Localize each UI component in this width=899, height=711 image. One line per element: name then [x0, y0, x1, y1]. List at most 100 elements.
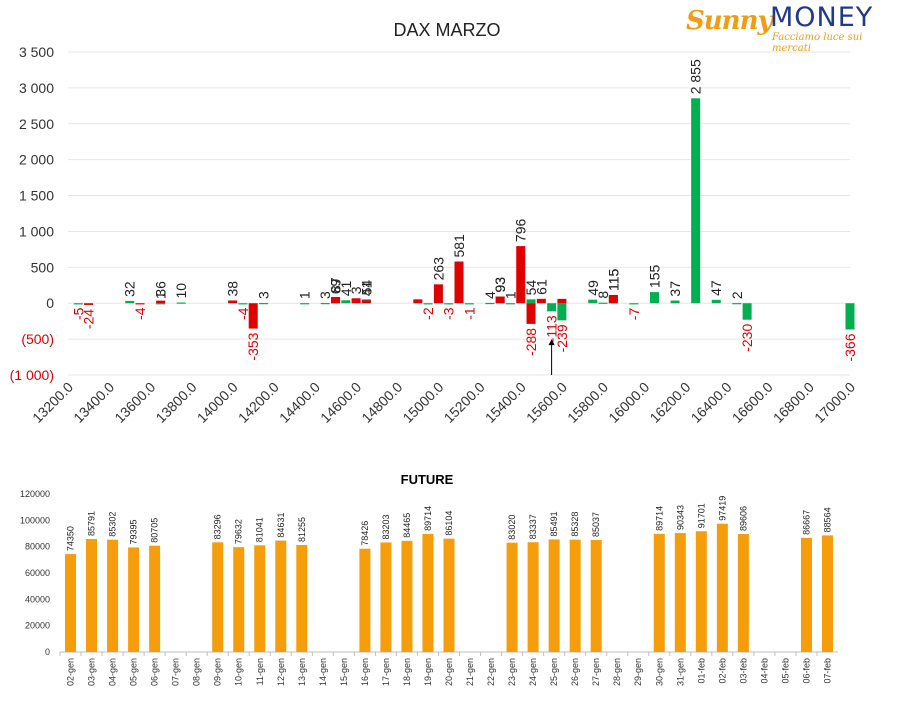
- x-tick-label: 15-gen: [339, 658, 349, 686]
- x-tick-label: 15600.0: [523, 379, 570, 426]
- x-tick-label: 20-gen: [444, 658, 454, 686]
- y-tick-label: 0: [45, 647, 50, 657]
- data-label: 93: [492, 277, 508, 293]
- data-label: 1: [502, 291, 518, 299]
- x-tick-label: 14-gen: [318, 658, 328, 686]
- x-tick-label: 13600.0: [111, 379, 158, 426]
- data-label: 93: [492, 277, 508, 293]
- y-tick-label: 1 500: [19, 188, 54, 204]
- data-label: 796: [513, 219, 529, 243]
- data-label: 36: [153, 281, 169, 297]
- future-bar: [800, 537, 812, 652]
- data-label: -7: [626, 308, 642, 321]
- bar-red: [495, 296, 505, 304]
- bar-green: [650, 292, 659, 304]
- y-tick-label: 2 000: [19, 152, 54, 168]
- data-label: 4: [482, 291, 498, 299]
- data-label: 83296: [213, 514, 223, 539]
- y-tick-label: 60000: [25, 568, 50, 578]
- x-tick-label: 16600.0: [729, 379, 776, 426]
- data-label: 89714: [654, 506, 664, 531]
- x-tick-label: 14000.0: [194, 379, 241, 426]
- bar-green: [547, 303, 557, 312]
- data-label: 3: [348, 286, 364, 294]
- bar-green: [845, 303, 855, 330]
- x-tick-label: 30-gen: [654, 658, 664, 686]
- x-tick-label: 16200.0: [646, 379, 693, 426]
- bar-green: [320, 303, 330, 305]
- future-chart: FUTURE 0 20000 40000 60000 80000 100000 120000 0…: [20, 472, 838, 686]
- bar-green: [156, 303, 166, 305]
- bar-green: [259, 303, 268, 305]
- future-bar: [695, 531, 707, 652]
- x-tick-label: 13400.0: [70, 379, 117, 426]
- bar-red: [536, 298, 546, 304]
- future-bar: [86, 539, 98, 652]
- x-tick-label: 15200.0: [441, 379, 488, 426]
- x-tick-label: 27-gen: [591, 658, 601, 686]
- x-tick-label: 03-gen: [87, 658, 97, 686]
- y-tick-label: 3 000: [19, 80, 54, 96]
- bar-green: [670, 300, 680, 304]
- future-bar: [548, 539, 560, 652]
- data-label: -230: [739, 324, 755, 352]
- future-bar: [674, 533, 686, 652]
- future-bar: [737, 534, 749, 652]
- bar-green: [732, 303, 742, 305]
- future-bar: [590, 540, 602, 652]
- x-tick-label: 14200.0: [235, 379, 282, 426]
- brand-name-sunny: Sunny: [686, 6, 773, 36]
- y-tick-label: 120000: [20, 489, 50, 499]
- bar-green: [341, 300, 351, 304]
- x-tick-label: 24-gen: [528, 658, 538, 686]
- data-label: 85328: [570, 512, 580, 537]
- bar-green: [176, 302, 186, 304]
- y-tick-label: 100000: [20, 515, 50, 525]
- data-label: 263: [430, 257, 446, 281]
- x-tick-label: 01-feb: [696, 658, 706, 684]
- future-bar: [296, 545, 308, 652]
- bar-green: [598, 302, 608, 304]
- data-label: -113: [544, 315, 560, 342]
- data-label: 10: [173, 283, 189, 299]
- y-tick-label: 20000: [25, 621, 50, 631]
- bar-green: [125, 300, 135, 304]
- x-tick-label: 14600.0: [317, 379, 364, 426]
- y-tick-label: 1 000: [19, 223, 54, 239]
- data-label: 85037: [591, 512, 601, 537]
- bar-green: [742, 303, 752, 320]
- x-tick-label: 07-gen: [171, 658, 181, 686]
- data-label: 2: [729, 291, 745, 299]
- bar-red: [228, 300, 238, 304]
- data-label: 32: [122, 281, 138, 297]
- future-bar: [506, 542, 518, 652]
- bar-red: [526, 303, 536, 324]
- data-label: 81255: [297, 517, 307, 542]
- bar-green: [526, 299, 536, 304]
- data-label: 86667: [801, 510, 811, 535]
- x-tick-label: 02-feb: [717, 658, 727, 684]
- data-label: 37: [667, 281, 683, 297]
- data-label: -366: [842, 333, 858, 361]
- x-tick-label: 18-gen: [402, 658, 412, 686]
- brand-tagline: Facciamo luce sui mercati: [772, 32, 863, 54]
- x-tick-label: 16800.0: [770, 379, 817, 426]
- data-label: -4: [235, 307, 251, 320]
- x-tick-label: 21-gen: [465, 658, 475, 686]
- data-label: 84631: [276, 513, 286, 538]
- bar-red: [331, 296, 341, 304]
- data-label: -353: [245, 332, 261, 360]
- bar-green: [588, 299, 598, 304]
- data-label: 8: [595, 291, 611, 299]
- y-tick-label: (500): [21, 331, 54, 347]
- data-label: 581: [451, 234, 467, 258]
- future-bar: [212, 542, 224, 652]
- future-bar: [821, 535, 833, 652]
- x-tick-label: 06-feb: [801, 658, 811, 684]
- x-tick-label: 08-gen: [192, 658, 202, 686]
- bar-green: [73, 303, 83, 305]
- bar-red: [361, 300, 371, 304]
- bar-green: [444, 303, 454, 305]
- x-tick-label: 17-gen: [381, 658, 391, 686]
- data-label: 85302: [108, 512, 118, 537]
